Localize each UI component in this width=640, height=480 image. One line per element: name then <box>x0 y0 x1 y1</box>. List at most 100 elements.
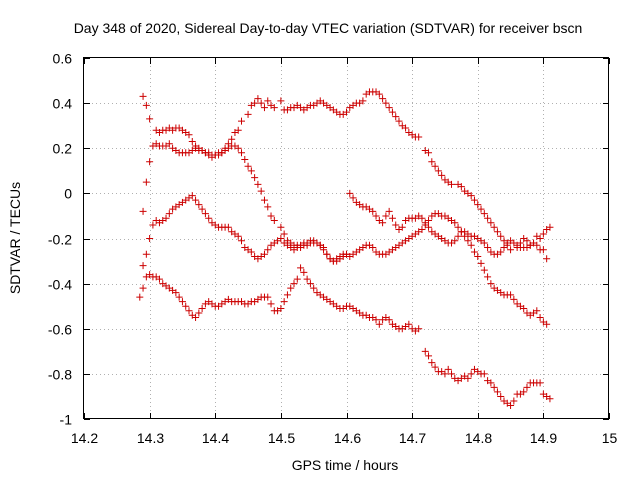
x-tick-label: 15 <box>602 430 618 446</box>
data-point <box>260 250 268 258</box>
data-point <box>477 259 485 267</box>
data-point <box>316 241 324 249</box>
data-point <box>234 144 242 152</box>
data-point <box>533 241 541 249</box>
x-tick-label: 14.4 <box>202 430 229 446</box>
data-point <box>415 133 423 141</box>
data-point <box>385 104 393 112</box>
data-point <box>343 108 350 116</box>
data-point <box>454 223 462 231</box>
data-point <box>139 262 147 270</box>
data-point <box>510 295 518 303</box>
data-point <box>369 207 377 215</box>
x-tick-label: 14.8 <box>465 430 492 446</box>
data-point <box>320 246 328 254</box>
data-point <box>280 230 288 238</box>
data-point <box>490 383 498 391</box>
data-point <box>464 374 472 382</box>
data-point <box>441 370 449 378</box>
data-point <box>283 291 291 299</box>
x-tick-label: 14.9 <box>530 430 557 446</box>
data-point <box>185 307 193 315</box>
data-point <box>188 192 196 200</box>
data-point <box>480 266 488 274</box>
data-point <box>195 201 203 209</box>
data-point <box>477 205 485 213</box>
data-point <box>425 352 433 360</box>
data-point <box>346 189 354 197</box>
data-point <box>474 253 482 261</box>
data-point <box>523 383 531 391</box>
data-point <box>264 97 272 105</box>
data-point <box>536 379 544 387</box>
data-point <box>497 248 505 256</box>
data-point <box>372 212 380 220</box>
plot-frame <box>83 57 609 419</box>
data-point <box>267 300 275 308</box>
data-point <box>146 115 154 123</box>
data-point <box>139 92 147 100</box>
data-point <box>142 178 150 186</box>
x-tick-label: 14.5 <box>268 430 295 446</box>
data-point <box>415 325 423 333</box>
data-point <box>146 235 154 242</box>
data-point <box>379 219 387 227</box>
data-point <box>431 363 439 371</box>
data-point <box>188 137 196 145</box>
data-point <box>467 241 475 249</box>
data-point <box>359 97 367 105</box>
x-axis-label: GPS time / hours <box>292 457 399 473</box>
data-point <box>533 307 541 315</box>
data-point <box>224 223 232 231</box>
data-point <box>487 219 495 227</box>
data-point <box>425 223 433 231</box>
data-point <box>487 280 495 288</box>
y-tick-label: 0.2 <box>53 141 73 157</box>
data-point <box>247 248 255 256</box>
data-point <box>205 214 213 222</box>
data-point <box>260 104 268 112</box>
data-point <box>385 207 393 215</box>
data-point <box>155 275 163 283</box>
data-point <box>201 210 209 218</box>
data-point <box>234 126 242 134</box>
data-point <box>349 194 357 202</box>
data-point <box>474 201 482 209</box>
data-point <box>254 180 262 188</box>
data-point <box>139 207 147 215</box>
data-point <box>287 284 295 292</box>
data-point <box>244 110 252 118</box>
data-point <box>267 212 275 220</box>
data-point <box>238 117 245 125</box>
data-point <box>257 187 265 195</box>
data-point <box>421 347 429 355</box>
data-point <box>306 280 314 288</box>
data-point <box>264 246 272 254</box>
x-tick-label: 14.6 <box>334 430 361 446</box>
data-point <box>448 370 455 378</box>
data-point <box>480 239 488 247</box>
data-point <box>175 293 183 301</box>
data-point <box>228 135 236 143</box>
data-point <box>402 124 410 132</box>
data-point <box>484 214 492 222</box>
data-point <box>536 235 544 242</box>
data-point <box>192 196 200 204</box>
data-point <box>543 255 551 263</box>
data-point <box>539 246 547 254</box>
data-point <box>149 221 157 229</box>
data-point <box>198 304 206 312</box>
data-point <box>546 223 554 231</box>
data-point <box>523 237 531 245</box>
data-point <box>185 131 193 139</box>
y-tick-label: -0.2 <box>48 232 72 248</box>
data-point <box>421 219 429 227</box>
data-point <box>277 97 285 105</box>
data-point <box>425 149 433 157</box>
data-point <box>379 95 387 103</box>
series-lower-track <box>136 264 554 409</box>
data-point <box>142 101 150 109</box>
data-point <box>238 237 245 245</box>
data-point <box>247 167 255 175</box>
data-point <box>467 192 475 200</box>
